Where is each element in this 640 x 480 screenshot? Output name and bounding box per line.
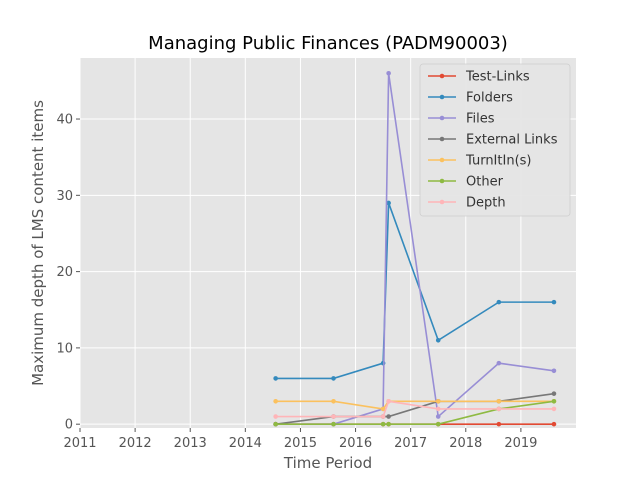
- legend-label: External Links: [466, 133, 558, 148]
- data-point: [496, 360, 502, 366]
- x-tick-label: 2016: [339, 436, 372, 451]
- data-point: [386, 414, 391, 419]
- legend-item: Files: [428, 112, 495, 127]
- data-point: [551, 368, 557, 374]
- legend-item: Folders: [428, 91, 513, 106]
- data-point: [273, 376, 278, 381]
- data-point: [380, 414, 386, 419]
- legend-label: Depth: [466, 196, 506, 211]
- data-point: [551, 299, 557, 305]
- x-tick-label: 2018: [449, 436, 482, 451]
- data-point: [551, 398, 557, 404]
- legend-label: TurnItIn(s): [465, 154, 531, 169]
- data-point: [496, 421, 502, 427]
- data-point: [273, 414, 278, 419]
- series-layer: [273, 70, 557, 427]
- y-tick-label: 30: [56, 189, 73, 204]
- chart-title: Managing Public Finances (PADM90003): [148, 33, 508, 54]
- data-point: [496, 398, 502, 404]
- legend-marker: [439, 115, 445, 121]
- data-point: [496, 299, 502, 305]
- data-point: [386, 70, 391, 76]
- y-ticks: 0 10 20 30 40: [56, 113, 80, 433]
- legend-item: TurnItIn(s): [428, 154, 531, 169]
- x-tick-label: 2014: [229, 436, 262, 451]
- legend-marker: [439, 157, 445, 163]
- legend-item: Depth: [428, 196, 506, 211]
- data-point: [435, 414, 441, 419]
- y-tick-label: 40: [56, 113, 73, 128]
- y-tick-label: 0: [65, 418, 73, 433]
- data-point: [435, 398, 441, 404]
- y-axis-label: Maximum depth of LMS content items: [29, 100, 47, 386]
- data-point: [386, 200, 391, 206]
- y-tick-label: 20: [56, 265, 73, 280]
- x-tick-label: 2011: [63, 436, 96, 451]
- legend-item: Other: [428, 175, 504, 190]
- legend-label: Test-Links: [465, 70, 530, 85]
- x-ticks: 2011 2012 2013 2014 2015 2016 2017 2018 2019: [63, 428, 537, 451]
- legend: Test-Links Folders Files External Links Turn…: [419, 63, 571, 217]
- legend-marker: [439, 94, 445, 100]
- legend-marker: [439, 136, 445, 142]
- series-depth: [273, 398, 557, 419]
- legend-box: [419, 63, 571, 217]
- data-point: [331, 398, 336, 404]
- series-folders: [273, 200, 557, 381]
- data-point: [551, 421, 557, 427]
- x-tick-label: 2015: [284, 436, 317, 451]
- data-point: [435, 406, 441, 412]
- data-point: [551, 391, 557, 396]
- data-point: [386, 398, 391, 404]
- x-tick-label: 2019: [504, 436, 537, 451]
- legend-item: Test-Links: [428, 70, 530, 85]
- legend-item: External Links: [428, 133, 558, 148]
- x-axis-label: Time Period: [283, 454, 372, 472]
- data-point: [435, 337, 441, 343]
- data-point: [386, 421, 391, 427]
- data-point: [331, 376, 336, 381]
- data-point: [551, 406, 557, 412]
- x-tick-label: 2017: [394, 436, 427, 451]
- legend-marker: [439, 73, 445, 79]
- legend-label: Files: [466, 112, 495, 127]
- data-point: [273, 398, 278, 404]
- data-point: [273, 421, 278, 427]
- x-tick-label: 2013: [174, 436, 207, 451]
- data-point: [496, 406, 502, 412]
- legend-label: Folders: [466, 91, 513, 106]
- data-point: [435, 421, 441, 427]
- legend-marker: [439, 199, 445, 205]
- y-tick-label: 10: [56, 341, 73, 356]
- legend-marker: [439, 178, 445, 184]
- data-point: [331, 414, 336, 419]
- x-tick-label: 2012: [119, 436, 152, 451]
- data-point: [380, 406, 386, 412]
- legend-label: Other: [466, 175, 504, 190]
- data-point: [380, 421, 386, 427]
- data-point: [331, 421, 336, 427]
